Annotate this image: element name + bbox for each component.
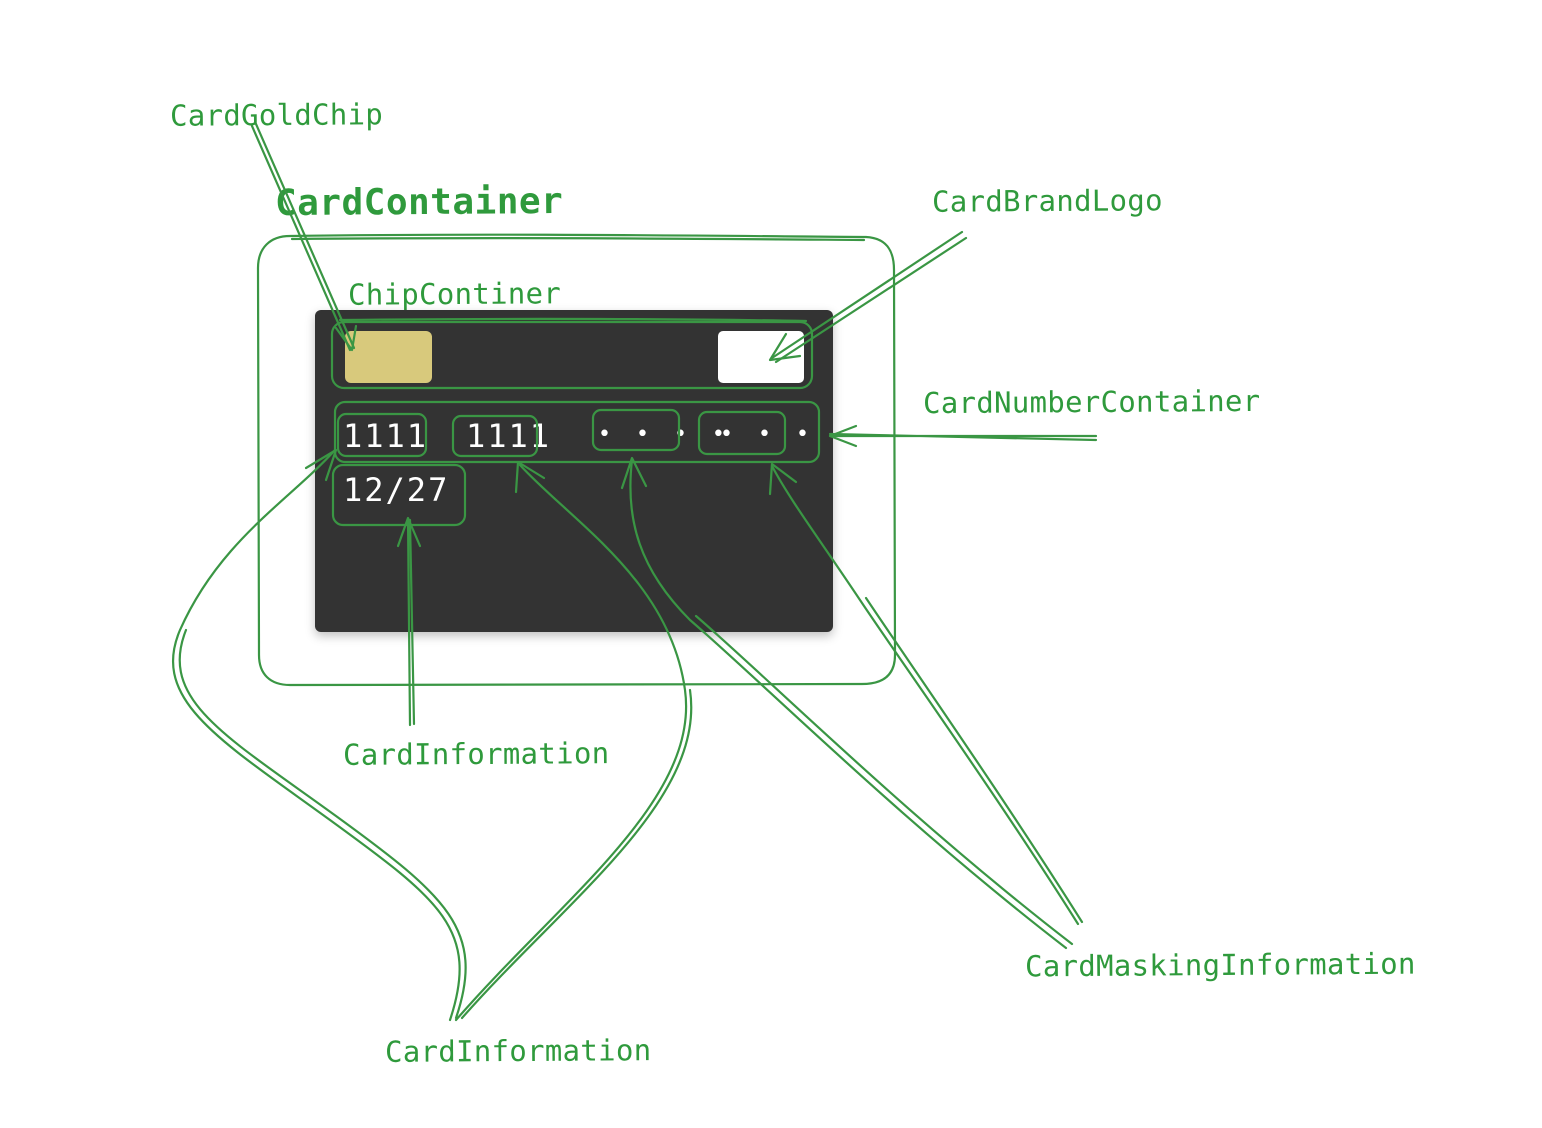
label-card-brand-logo: CardBrandLogo [931,183,1163,219]
label-card-information-bottom: CardInformation [384,1033,652,1069]
label-card-number-container: CardNumberContainer [922,383,1261,421]
masking-curve-1b [694,614,1074,946]
label-card-gold-chip: CardGoldChip [169,97,384,133]
card-masked-group-1: • • • • [598,422,734,447]
label-card-information: CardInformation [342,736,610,772]
label-card-masking-information: CardMaskingInformation [1024,946,1416,984]
card-masked-group-2: • • • • [720,422,856,447]
label-chip-container: ChipContiner [347,276,562,312]
card-number-group-1: 1111 [343,417,429,455]
label-card-container: CardContainer [274,180,564,225]
card-info-curve-1b [178,628,467,1020]
card-gold-chip [345,331,432,383]
card-brand-logo [718,331,804,383]
card-container-outline-2 [290,237,866,242]
card-number-group-2: 1111 [466,417,552,455]
masking-curve-2b [864,596,1084,924]
number-container-arrow [828,432,1098,442]
card-expiry: 12/27 [343,471,450,509]
